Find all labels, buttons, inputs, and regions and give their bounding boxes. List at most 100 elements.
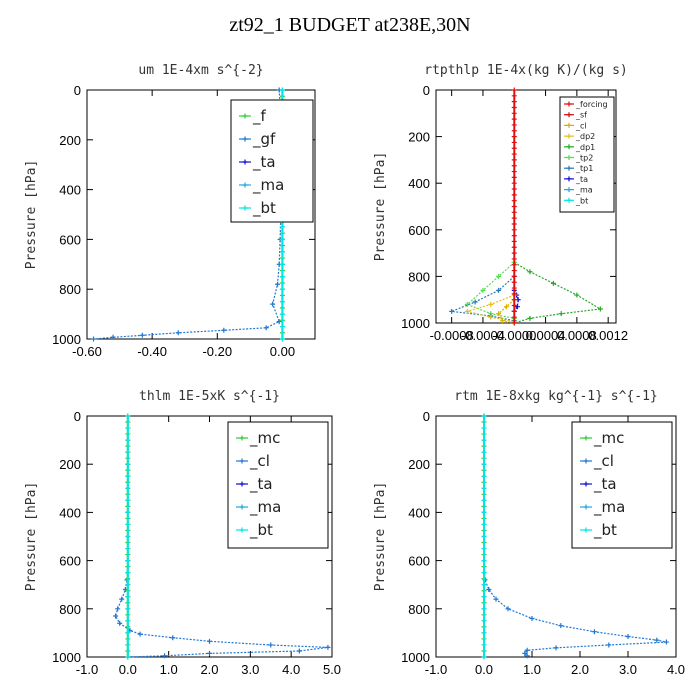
data-point_bt (279, 336, 285, 342)
data-point_bt (279, 324, 285, 330)
x-tick-label: -0.0008 (430, 328, 474, 343)
data-point_forcing (511, 238, 517, 244)
plot-frame (435, 89, 617, 324)
data-point_bt (279, 299, 285, 305)
data-point_bt (125, 654, 131, 660)
data-point_dp1 (558, 311, 564, 317)
data-point_forcing (511, 99, 517, 105)
data-point_dp1 (574, 292, 580, 298)
legend-marker (566, 112, 572, 118)
data-point_cl (296, 648, 302, 654)
data-point_cl (325, 644, 331, 650)
legend-marker (566, 101, 572, 107)
legend (227, 421, 329, 549)
legend (571, 421, 673, 549)
data-point_bt (125, 618, 131, 624)
data-point_forcing (511, 250, 517, 256)
chart-title: um 1E-4xm s^{-2} (138, 63, 263, 78)
data-point_cl (170, 635, 176, 641)
data-point_forcing (511, 145, 517, 151)
x-tick-label: 1.0 (523, 662, 541, 677)
data-point_cl (503, 304, 509, 310)
data-point_bt (125, 461, 131, 467)
data-point_cl (119, 596, 125, 602)
y-tick-label: 400 (59, 505, 81, 520)
data-point_dp1 (527, 315, 533, 321)
legend-label: _ta (249, 475, 273, 494)
legend-marker (242, 182, 248, 188)
data-point_bt (279, 87, 285, 93)
data-point_forcing (511, 157, 517, 163)
data-point_forcing (511, 93, 517, 99)
y-tick-label: 0 (74, 83, 81, 98)
series-line_tp1 (451, 275, 515, 322)
y-tick-label: 800 (408, 602, 430, 617)
legend-marker (566, 155, 572, 160)
y-tick-label: 0 (74, 409, 81, 424)
data-point_dp1 (597, 306, 603, 312)
y-tick-label: 800 (59, 282, 81, 297)
x-tick-label: -0.0000 (492, 328, 536, 343)
y-axis-label: Pressure [hPa] (373, 152, 388, 262)
chart-title: rtm 1E-8xkg kg^{-1} s^{-1} (454, 389, 658, 404)
x-tick-label: 0.0 (119, 662, 137, 677)
data-point_cl (117, 620, 123, 626)
x-tick-label: 5.0 (323, 662, 341, 677)
data-point_bt (125, 437, 131, 443)
data-point_bt (125, 558, 131, 564)
x-tick-label: 4.0 (282, 662, 300, 677)
legend-label: _ma (575, 186, 593, 195)
data-point_bt (481, 546, 487, 552)
data-point_bt (125, 449, 131, 455)
data-point_forcing (511, 186, 517, 192)
data-point_bt (481, 449, 487, 455)
x-tick-label: -0.60 (72, 344, 102, 359)
legend-label: _cl (249, 452, 270, 471)
data-point_cl (113, 613, 119, 619)
data-point_forcing (511, 291, 517, 297)
data-point_forcing (511, 285, 517, 291)
data-point_forcing (511, 279, 517, 285)
y-tick-label: 400 (408, 505, 430, 520)
data-point_bt (481, 594, 487, 600)
chart-panel-1: um 1E-4xm s^{-2} Pressure [hPa] 0 200 400 600… (24, 63, 316, 359)
data-point_gf (110, 334, 116, 340)
data-point_bt (481, 413, 487, 419)
legend-marker (566, 187, 572, 193)
data-point_gf (139, 332, 145, 338)
x-tick-label: 3.0 (241, 662, 259, 677)
data-point_forcing (511, 215, 517, 221)
data-point_bt (481, 497, 487, 503)
data-point_forcing (511, 139, 517, 145)
data-point_forcing (511, 163, 517, 169)
legend-label: _mc (249, 429, 280, 448)
data-point_dp1 (550, 280, 556, 286)
data-point_bt (279, 224, 285, 230)
x-tick-label: 1.0 (160, 662, 178, 677)
data-point_cl (591, 629, 597, 635)
legend-label: _bt (575, 196, 588, 205)
series-line_tp2 (466, 261, 515, 319)
data-point_bt (125, 630, 131, 636)
y-axis-label: Pressure [hPa] (24, 482, 39, 592)
legend-marker (239, 504, 245, 510)
legend-label: _gf (252, 130, 276, 149)
x-tick-label: -0.0004 (461, 328, 505, 343)
legend-marker (239, 458, 245, 464)
y-tick-label: 600 (59, 554, 81, 569)
data-point_forcing (511, 233, 517, 239)
legend-label: _forcing (575, 100, 608, 109)
data-point_tp1 (496, 287, 502, 293)
legend-label: _ma (593, 498, 625, 517)
data-point_bt (481, 521, 487, 527)
x-tick-label: 0.0 (475, 662, 493, 677)
x-tick-label: 0.0004 (526, 328, 566, 343)
data-point_bt (125, 509, 131, 515)
data-point_cl (207, 638, 212, 644)
data-point_forcing (511, 151, 517, 157)
legend-marker (242, 136, 248, 142)
legend-label: _tp1 (575, 164, 593, 173)
data-point_forcing (511, 314, 517, 320)
data-point_bt (125, 473, 131, 479)
